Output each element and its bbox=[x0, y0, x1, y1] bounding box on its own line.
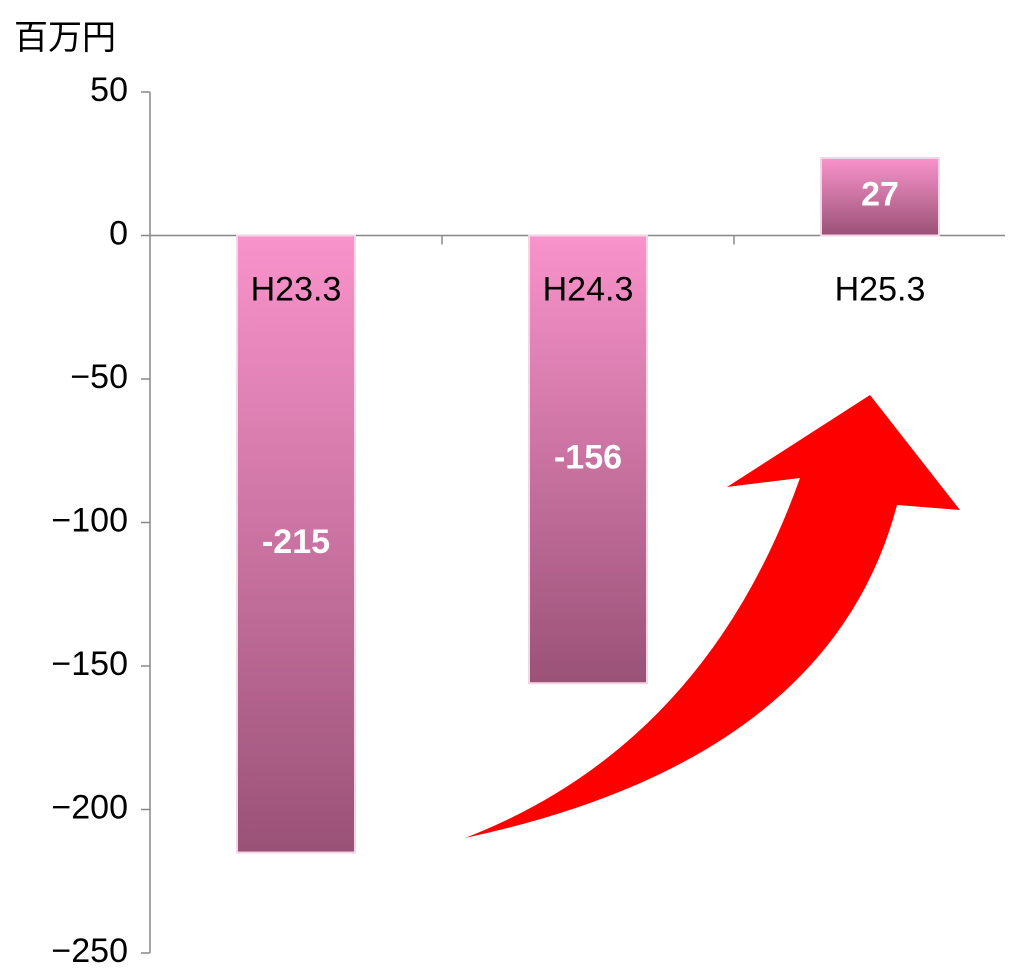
y-tick-label: 0 bbox=[109, 214, 128, 252]
y-tick-label: −100 bbox=[51, 501, 128, 539]
bar bbox=[528, 234, 648, 685]
y-tick-label: −50 bbox=[70, 358, 128, 396]
bar bbox=[236, 234, 356, 854]
y-axis-label: 百万円 bbox=[14, 19, 116, 57]
x-tick-label: H24.3 bbox=[543, 270, 634, 308]
x-tick-label: H23.3 bbox=[251, 270, 342, 308]
x-tick-label: H25.3 bbox=[835, 270, 926, 308]
trend-arrow bbox=[465, 395, 960, 838]
data-label: 27 bbox=[861, 176, 899, 214]
bar bbox=[820, 157, 940, 237]
y-tick-label: −200 bbox=[51, 788, 128, 826]
data-label: -215 bbox=[262, 523, 330, 561]
y-tick-label: 50 bbox=[90, 71, 128, 109]
data-label: -156 bbox=[554, 438, 622, 476]
y-tick-label: −150 bbox=[51, 645, 128, 683]
y-tick-label: −250 bbox=[51, 932, 128, 970]
